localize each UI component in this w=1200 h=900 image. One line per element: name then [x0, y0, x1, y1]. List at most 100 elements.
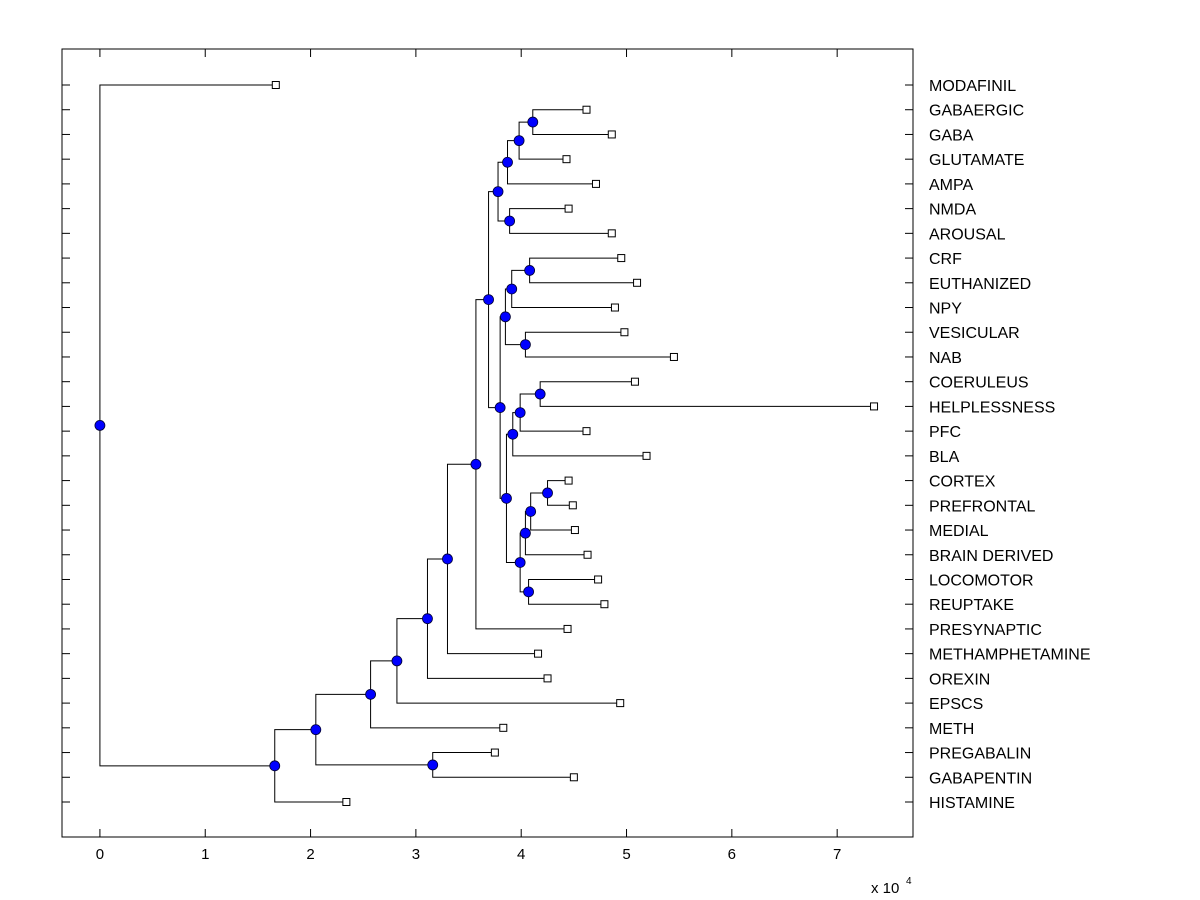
leaf-label: MODAFINIL	[929, 78, 1016, 95]
leaf-label: PREGABALIN	[929, 746, 1031, 763]
tree-link	[499, 407, 507, 499]
leaf-label: NPY	[929, 301, 962, 318]
leaf-label: NMDA	[929, 202, 976, 219]
leaf-label: COERULEUS	[929, 375, 1029, 392]
tree-link	[488, 191, 499, 300]
leaf-marker	[570, 526, 579, 535]
internal-node-marker	[422, 613, 433, 625]
leaf-marker	[642, 451, 651, 460]
tree-link	[475, 464, 568, 630]
tree-link	[529, 257, 622, 271]
x-tick-label: 2	[306, 846, 314, 863]
leaf-label: HISTAMINE	[929, 795, 1015, 812]
leaf-marker	[610, 303, 619, 312]
leaf-label: PRESYNAPTIC	[929, 622, 1042, 639]
leaf-label: GABAPENTIN	[929, 770, 1032, 787]
internal-node-marker	[310, 724, 322, 736]
leaf-labels: MODAFINIL GABAERGIC GABA GLUTAMATE AMPA NMDA A…	[929, 78, 1090, 812]
leaf-label: EPSCS	[929, 696, 983, 713]
tree-link	[529, 270, 638, 284]
leaf-marker	[669, 352, 678, 361]
internal-node-marker	[391, 655, 403, 667]
tree-link	[509, 208, 569, 221]
leaf-label: OREXIN	[929, 671, 990, 688]
tree-link	[519, 393, 541, 413]
internal-node-marker	[523, 586, 534, 598]
leaf-marker	[870, 402, 879, 411]
internal-node-marker	[507, 428, 519, 440]
x-tick-labels: 0 1 2 3 4 5 6 7	[96, 846, 842, 863]
tree-link	[315, 693, 371, 730]
internal-node-marker	[269, 760, 281, 772]
leaf-marker	[563, 624, 572, 633]
tree-link	[507, 162, 596, 185]
leaf-marker	[534, 649, 543, 658]
leaf-label: BRAIN DERIVED	[929, 548, 1053, 565]
tree-link	[511, 288, 615, 309]
internal-node-marker	[483, 294, 494, 305]
tree-link	[539, 394, 875, 407]
leaf-marker	[562, 155, 571, 164]
leaf-label: GABA	[929, 127, 974, 144]
tree-link	[532, 122, 612, 135]
tree-link	[512, 434, 647, 457]
leaf-marker	[616, 699, 625, 708]
leaf-label: LOCOMOTOR	[929, 572, 1034, 589]
leaf-label: METH	[929, 721, 974, 738]
internal-node-marker	[520, 339, 531, 351]
leaf-marker	[594, 575, 603, 584]
internal-node-marker	[513, 135, 525, 147]
leaf-label: NAB	[929, 350, 962, 367]
leaf-label: PREFRONTAL	[929, 498, 1035, 515]
leaf-label: CRF	[929, 251, 962, 268]
internal-node-marker	[520, 527, 531, 539]
tree-link	[518, 140, 567, 160]
internal-node-marker	[501, 492, 512, 504]
leaf-marker	[568, 501, 577, 510]
tree-link	[519, 412, 587, 432]
tree-link	[274, 765, 347, 803]
x-tick-label: 1	[201, 846, 209, 863]
leaf-marker	[564, 204, 573, 213]
leaf-label: METHAMPHETAMINE	[929, 647, 1090, 664]
x-scale-label: x 10	[871, 880, 899, 897]
tree-link	[539, 381, 635, 395]
internal-node-marker	[514, 407, 526, 418]
internal-node-marker	[365, 688, 376, 700]
internal-node-marker	[534, 388, 546, 400]
leaf-marker	[564, 476, 573, 485]
tree-link	[488, 299, 501, 409]
leaf-label: BLA	[929, 449, 960, 466]
internal-node-marker	[525, 506, 537, 517]
leaf-label: GABAERGIC	[929, 103, 1024, 120]
x-tick-label: 0	[96, 846, 104, 863]
plot-frame	[61, 48, 914, 838]
leaf-label: PFC	[929, 424, 961, 441]
tree-link	[426, 558, 448, 619]
leaf-label: MEDIAL	[929, 523, 989, 540]
leaf-marker	[582, 427, 591, 436]
leaf-marker	[607, 130, 616, 139]
internal-node-marker	[470, 458, 482, 470]
internal-node-marker	[492, 186, 504, 198]
tree-link	[499, 316, 506, 408]
tree-link	[370, 660, 397, 695]
internal-nodes	[94, 116, 553, 772]
leaf-label: EUTHANIZED	[929, 276, 1031, 293]
internal-node-marker	[506, 283, 518, 295]
tree-link	[446, 558, 539, 655]
leaf-marker	[600, 600, 609, 609]
tree-link	[370, 694, 504, 729]
x-tick-label: 7	[833, 846, 841, 863]
leaf-marker	[342, 798, 351, 806]
tree-link	[505, 498, 521, 563]
internal-node-marker	[502, 156, 513, 168]
tree-link	[524, 344, 674, 358]
tree-link	[274, 729, 316, 766]
tree-link	[475, 299, 489, 465]
tree-link	[446, 463, 476, 559]
plot-frame-rect	[61, 48, 914, 838]
leaf-marker	[607, 229, 616, 238]
leaf-marker	[583, 550, 592, 559]
leaf-marker	[271, 81, 280, 89]
